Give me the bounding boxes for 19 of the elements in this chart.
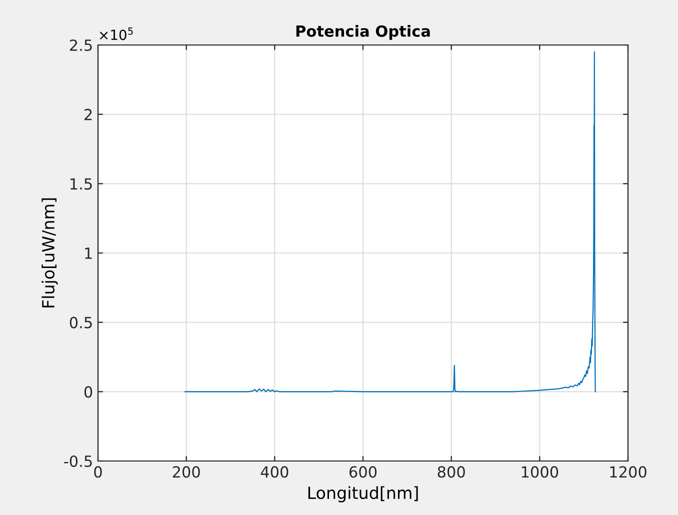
x-tick-label: 1000 [522,466,558,478]
x-tick-label: 600 [349,466,377,478]
text: ×10$^{5}$ [100,28,133,40]
y-tick-label: 2 [84,108,92,120]
y-tick-label: 2.5 [70,39,92,52]
line-series [184,51,596,392]
y-axis-title: Flujo[uW/nm] [42,198,58,308]
y-tick-label: -0.5 [64,455,92,468]
y-tick-label: 0.5 [70,316,92,328]
x-tick-label: 0 [94,466,102,478]
x-tick-label: 1200 [610,466,646,478]
x-tick-label: 200 [172,466,200,478]
y-tick-label: 0 [84,386,92,398]
chart-title: Potencia Optica [296,25,430,40]
x-tick-label: 400 [260,466,288,478]
x-axis-title: Longitud[nm] [308,486,418,502]
y-tick-label: 1.5 [70,178,92,190]
x-tick-label: 800 [438,466,465,478]
y-tick-label: 1 [85,248,92,259]
